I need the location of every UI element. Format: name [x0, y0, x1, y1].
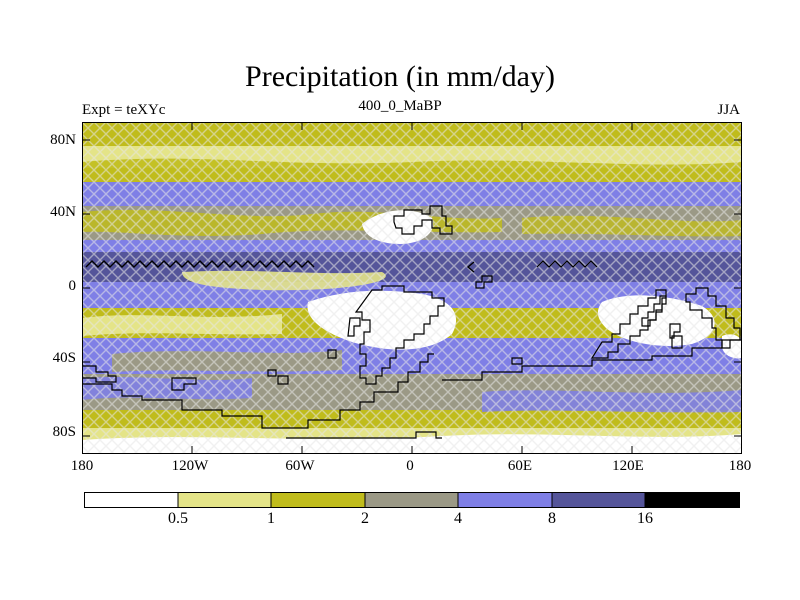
lat-tick-40n: 40N [50, 204, 76, 220]
plot-title: Precipitation (in mm/day) [245, 60, 555, 93]
colorbar-label-8: 8 [548, 510, 556, 527]
colorbar-label-16: 16 [637, 510, 653, 527]
lon-tick-120e: 120E [612, 458, 644, 474]
coast-island-2 [327, 349, 337, 359]
colorbar [84, 492, 740, 508]
hatch-overlay [82, 122, 742, 454]
colorbar-label-0-5: 0.5 [168, 510, 188, 527]
lat-tick-80s: 80S [52, 424, 76, 440]
coast-antarctic [286, 431, 442, 439]
lon-tick-180e: 180 [728, 458, 752, 474]
continent-outlines [82, 205, 742, 439]
coast-australia-west [590, 289, 667, 359]
lon-tick-0: 0 [406, 458, 414, 474]
coast-gondwana-south [82, 353, 434, 429]
lon-tick-120w: 120W [171, 458, 209, 474]
precipitation-map [82, 122, 742, 454]
colorbar-swatch-5 [458, 492, 552, 508]
lon-tick-60e: 60E [507, 458, 533, 474]
colorbar-swatch-3 [271, 492, 365, 508]
season-label: JJA [717, 102, 740, 118]
coast-australia-spot [669, 323, 681, 339]
coast-southwest-edge [82, 365, 117, 383]
lat-tick-40s: 40S [52, 350, 76, 366]
zigzag-west [85, 260, 315, 268]
colorbar-label-1: 1 [267, 510, 275, 527]
coast-small-islands [267, 369, 289, 385]
coast-australia-inner [641, 295, 667, 327]
colorbar-swatch-7 [645, 492, 740, 508]
coast-southern-margin [442, 339, 742, 381]
colorbar-label-4: 4 [454, 510, 462, 527]
coast-southwest-island [171, 377, 197, 391]
coast-island [347, 317, 361, 337]
colorbar-swatch-4 [365, 492, 458, 508]
coast-island-3 [511, 357, 523, 365]
coast-small-island [475, 275, 493, 289]
axis-ticks [82, 122, 742, 454]
colorbar-swatch-1 [84, 492, 178, 508]
lat-tick-0: 0 [68, 278, 77, 294]
coast-north-africa [393, 205, 453, 235]
experiment-label: Expt = teXYc [82, 102, 166, 118]
colorbar-swatch-2 [178, 492, 271, 508]
coast-south-america [354, 285, 445, 385]
colorbar-label-2: 2 [361, 510, 369, 527]
lon-tick-180w: 180 [70, 458, 94, 474]
colorbar-swatch-6 [552, 492, 645, 508]
lon-tick-60w: 60W [285, 458, 315, 474]
zigzag-east [536, 260, 598, 268]
coast-inland [671, 335, 683, 349]
colorbar-frame [84, 492, 740, 508]
period-label: 400_0_MaBP [358, 98, 442, 114]
zigzag-mark [466, 261, 475, 273]
lat-tick-80n: 80N [50, 132, 76, 148]
